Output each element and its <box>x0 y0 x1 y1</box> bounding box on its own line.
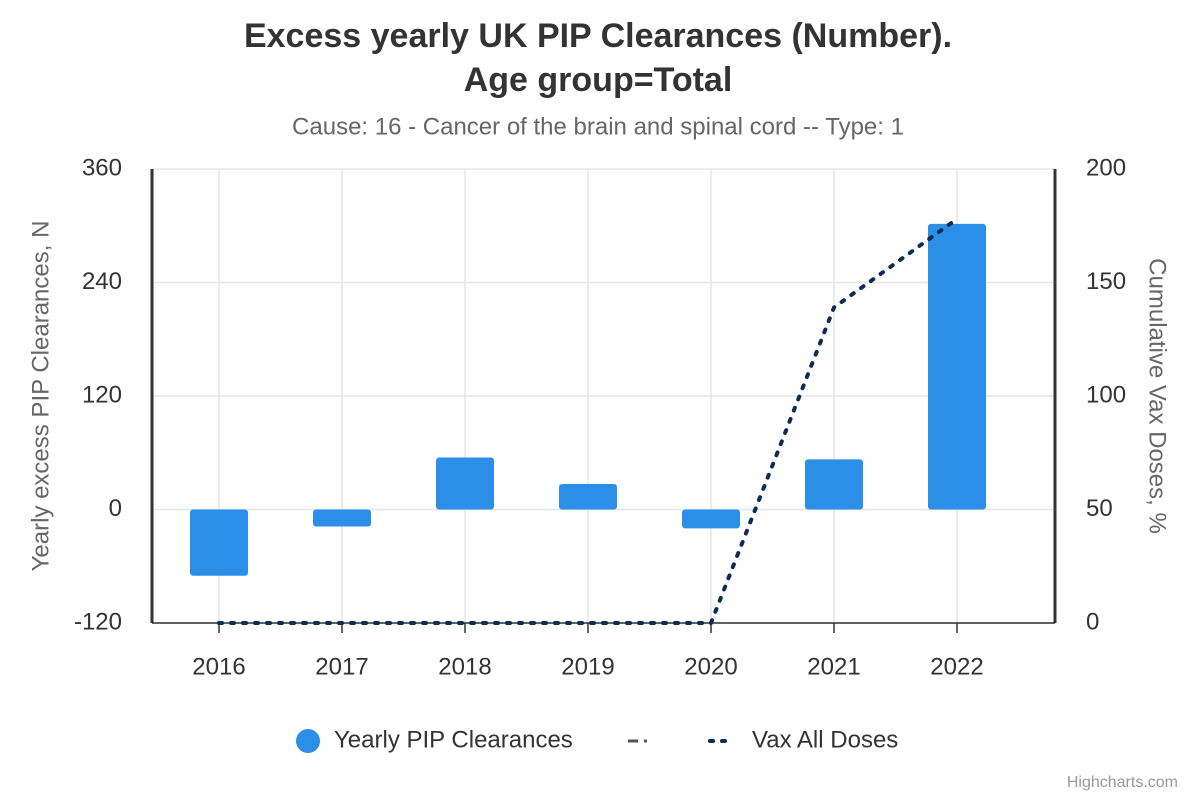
x-tick-label: 2019 <box>561 653 614 680</box>
line <box>217 216 959 625</box>
y-tick-label: 0 <box>109 495 122 522</box>
x-tick-label: 2020 <box>684 653 737 680</box>
x-tick-label: 2022 <box>930 653 983 680</box>
y-axis-title: Yearly excess PIP Clearances, N <box>27 221 54 572</box>
x-tick-label: 2021 <box>807 653 860 680</box>
bar <box>805 459 863 510</box>
chart-title-line: Age group=Total <box>464 61 733 99</box>
y2-tick-label: 150 <box>1086 268 1126 295</box>
bar <box>313 509 371 527</box>
y2-tick-label: 0 <box>1086 608 1099 635</box>
chart-subtitle: Cause: 16 - Cancer of the brain and spin… <box>292 113 904 140</box>
x-tick-label: 2016 <box>192 653 245 680</box>
chart-title: Excess yearly UK PIP Clearances (Number)… <box>244 17 952 99</box>
legend-symbol <box>296 729 320 753</box>
bar <box>928 223 986 510</box>
bar <box>436 457 494 510</box>
bar <box>190 509 248 576</box>
legend-label: Vax All Doses <box>752 726 898 753</box>
y2-tick-label: 50 <box>1086 495 1113 522</box>
chart-title-line: Excess yearly UK PIP Clearances (Number)… <box>244 17 952 55</box>
y-tick-label: 240 <box>82 268 122 295</box>
y-tick-label: -120 <box>74 608 122 635</box>
y-tick-label: 360 <box>82 154 122 181</box>
bar <box>559 483 617 510</box>
y-tick-label: 120 <box>82 381 122 408</box>
x-tick-label: 2017 <box>315 653 368 680</box>
bar <box>682 509 740 529</box>
y2-tick-label: 200 <box>1086 154 1126 181</box>
credits: Highcharts.com <box>1067 774 1178 791</box>
y2-tick-label: 100 <box>1086 381 1126 408</box>
x-tick-label: 2018 <box>438 653 491 680</box>
y2-axis-title: Cumulative Vax Doses, % <box>1144 258 1171 534</box>
legend-label: Yearly PIP Clearances <box>334 726 573 753</box>
